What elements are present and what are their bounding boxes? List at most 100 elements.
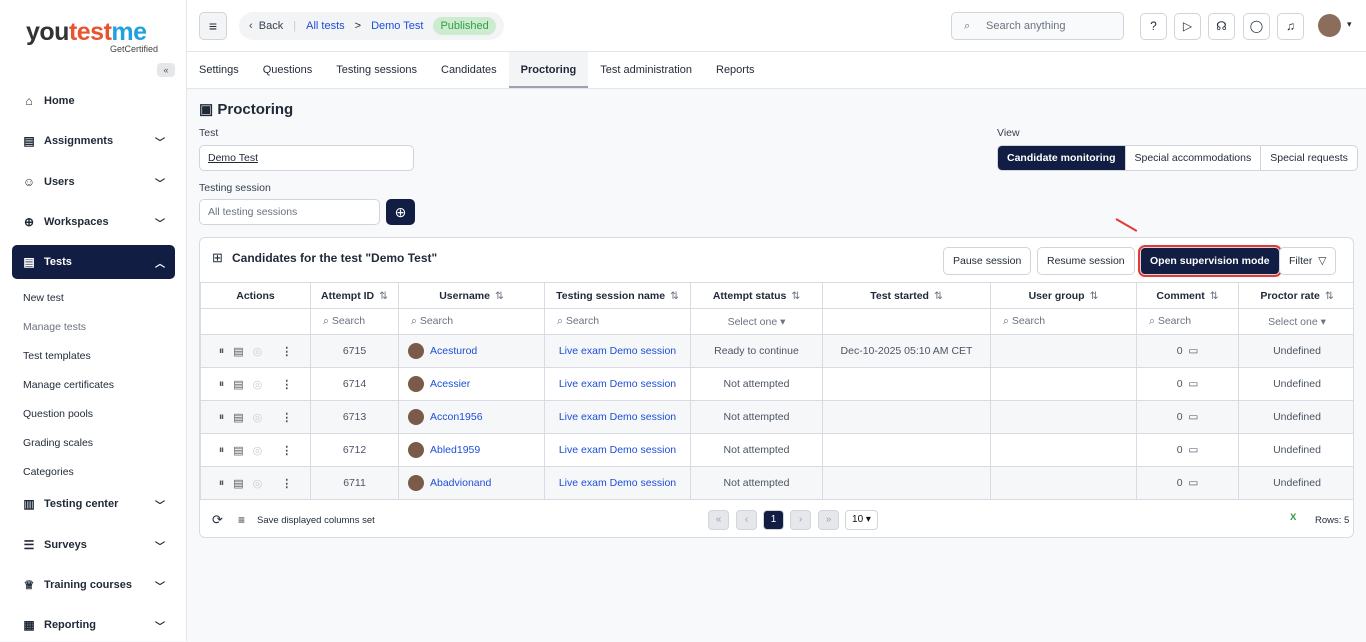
sort-icon[interactable]: ⇅ xyxy=(494,289,504,302)
view-special-requests[interactable]: Special requests xyxy=(1260,146,1357,170)
view-special-accommodations[interactable]: Special accommodations xyxy=(1124,146,1261,170)
tab-settings[interactable]: Settings xyxy=(199,64,239,76)
view-candidate-monitoring[interactable]: Candidate monitoring xyxy=(998,146,1125,170)
session-link[interactable]: Live exam Demo session xyxy=(558,411,677,423)
sidebar-subitem-new-test[interactable]: New test xyxy=(23,292,64,304)
column-header[interactable]: Username ⇅ xyxy=(398,282,545,309)
column-header[interactable]: Testing session name ⇅ xyxy=(544,282,691,309)
sort-icon[interactable]: ⇅ xyxy=(791,289,801,302)
session-link[interactable]: Live exam Demo session xyxy=(558,345,677,357)
bell-icon[interactable]: ♫ xyxy=(1277,13,1304,40)
tab-reports[interactable]: Reports xyxy=(716,64,755,76)
tab-questions[interactable]: Questions xyxy=(262,64,313,76)
sidebar-subitem-test-templates[interactable]: Test templates xyxy=(23,350,91,362)
excel-export-icon[interactable]: X xyxy=(1290,512,1297,523)
session-link[interactable]: Live exam Demo session xyxy=(558,477,677,489)
help-icon[interactable]: ? xyxy=(1140,13,1167,40)
report-icon[interactable]: ▤ xyxy=(233,411,244,424)
pause-icon[interactable]: ⏸ xyxy=(218,344,225,357)
comment-icon[interactable]: ▭ xyxy=(1188,378,1199,390)
refresh-icon[interactable]: ⟳ xyxy=(212,512,223,527)
save-columns-link[interactable]: Save displayed columns set xyxy=(257,515,375,526)
username-link[interactable]: Abadvionand xyxy=(430,476,492,489)
username-link[interactable]: Abled1959 xyxy=(430,443,481,456)
webcam-icon[interactable]: ◎ xyxy=(252,345,263,358)
chat-icon[interactable]: ◯ xyxy=(1243,13,1270,40)
webcam-icon[interactable]: ◎ xyxy=(252,411,263,424)
comment-icon[interactable]: ▭ xyxy=(1188,444,1199,456)
sort-icon[interactable]: ⇅ xyxy=(670,289,679,302)
crumb-all-tests[interactable]: All tests xyxy=(306,20,345,32)
next-page-button[interactable]: › xyxy=(790,510,811,530)
column-select[interactable]: Select one ▾ xyxy=(690,308,823,335)
pause-icon[interactable]: ⏸ xyxy=(218,443,225,456)
column-header[interactable]: Actions xyxy=(200,282,311,309)
menu-icon[interactable]: ≡ xyxy=(199,12,227,40)
tab-test-administration[interactable]: Test administration xyxy=(600,64,692,76)
sidebar-subitem-manage-tests[interactable]: Manage tests xyxy=(23,321,87,333)
sort-icon[interactable]: ⇅ xyxy=(1089,289,1099,302)
column-header[interactable]: Attempt ID ⇅ xyxy=(310,282,399,309)
pause-icon[interactable]: ⏸ xyxy=(218,377,225,390)
play-icon[interactable]: ▷ xyxy=(1174,13,1201,40)
pause-icon[interactable]: ⏸ xyxy=(218,410,225,423)
webcam-icon[interactable]: ◎ xyxy=(252,444,263,457)
page-size-select[interactable]: 10 ▾ xyxy=(845,510,878,530)
pause-session-button[interactable]: Pause session xyxy=(943,247,1032,275)
username-link[interactable]: Accon1956 xyxy=(430,410,483,423)
report-icon[interactable]: ▤ xyxy=(233,444,244,457)
add-session-button[interactable]: ⊕ xyxy=(386,199,415,225)
column-search-input[interactable]: ⌕ Search xyxy=(310,308,399,335)
column-search-input[interactable]: ⌕ Search xyxy=(544,308,691,335)
columns-icon[interactable]: ≡ xyxy=(238,513,246,527)
sidebar-subitem-categories[interactable]: Categories xyxy=(23,466,74,478)
webcam-icon[interactable]: ◎ xyxy=(252,477,263,490)
back-button[interactable]: ‹ Back xyxy=(249,20,284,32)
sort-icon[interactable]: ⇅ xyxy=(1324,289,1334,302)
column-search-input[interactable]: ⌕ Search xyxy=(990,308,1137,335)
sidebar-item-reporting[interactable]: ▦ Reporting ﹀ xyxy=(23,618,165,633)
comment-icon[interactable]: ▭ xyxy=(1188,477,1199,489)
chevron-down-icon[interactable]: ▾ xyxy=(1347,19,1352,29)
test-field[interactable]: Demo Test xyxy=(199,145,414,171)
filter-button[interactable]: Filter ▽ xyxy=(1279,247,1337,275)
column-search-input[interactable]: ⌕ Search xyxy=(1136,308,1239,335)
sidebar-item-training-courses[interactable]: ♕ Training courses ﹀ xyxy=(23,578,165,593)
sidebar-subitem-grading-scales[interactable]: Grading scales xyxy=(23,437,94,449)
report-icon[interactable]: ▤ xyxy=(233,477,244,490)
crumb-demo-test[interactable]: Demo Test xyxy=(371,20,424,32)
comment-icon[interactable]: ▭ xyxy=(1188,345,1199,357)
column-header[interactable]: User group ⇅ xyxy=(990,282,1137,309)
sidebar-item-tests[interactable]: ▤ Tests ︿ xyxy=(12,245,175,279)
username-link[interactable]: Acessier xyxy=(430,377,471,390)
open-supervision-mode-button[interactable]: Open supervision mode xyxy=(1138,245,1282,277)
column-header[interactable]: Proctor rate ⇅ xyxy=(1238,282,1353,309)
column-header[interactable]: Test started ⇅ xyxy=(822,282,991,309)
more-options-icon[interactable]: ⋮ xyxy=(281,345,293,358)
sidebar-item-surveys[interactable]: ☰ Surveys ﹀ xyxy=(23,538,165,553)
tab-candidates[interactable]: Candidates xyxy=(441,64,497,76)
column-search-input[interactable]: ⌕ Search xyxy=(398,308,545,335)
column-select[interactable]: Select one ▾ xyxy=(1238,308,1353,335)
last-page-button[interactable]: » xyxy=(818,510,839,530)
session-link[interactable]: Live exam Demo session xyxy=(558,378,677,390)
sidebar-item-testing-center[interactable]: ▥ Testing center ﹀ xyxy=(23,497,165,512)
report-icon[interactable]: ▤ xyxy=(233,345,244,358)
session-field[interactable]: All testing sessions xyxy=(199,199,380,225)
sidebar-subitem-question-pools[interactable]: Question pools xyxy=(23,408,94,420)
sidebar-item-users[interactable]: ☺ Users ﹀ xyxy=(22,175,165,190)
more-options-icon[interactable]: ⋮ xyxy=(281,411,293,424)
sidebar-item-workspaces[interactable]: ⊕ Workspaces ﹀ xyxy=(23,215,165,230)
sidebar-subitem-manage-certificates[interactable]: Manage certificates xyxy=(23,379,115,391)
sidebar-item-assignments[interactable]: ▤ Assignments ﹀ xyxy=(23,134,165,149)
more-options-icon[interactable]: ⋮ xyxy=(281,378,293,391)
report-icon[interactable]: ▤ xyxy=(233,378,244,391)
user-avatar[interactable] xyxy=(1318,14,1341,37)
pause-icon[interactable]: ⏸ xyxy=(218,476,225,489)
tab-proctoring[interactable]: Proctoring xyxy=(508,52,589,88)
username-link[interactable]: Acesturod xyxy=(430,344,478,357)
global-search-input[interactable]: ⌕ Search anything xyxy=(951,12,1124,40)
page-1-button[interactable]: 1 xyxy=(763,510,784,530)
tab-testing-sessions[interactable]: Testing sessions xyxy=(336,64,417,76)
sort-icon[interactable]: ⇅ xyxy=(1209,289,1219,302)
